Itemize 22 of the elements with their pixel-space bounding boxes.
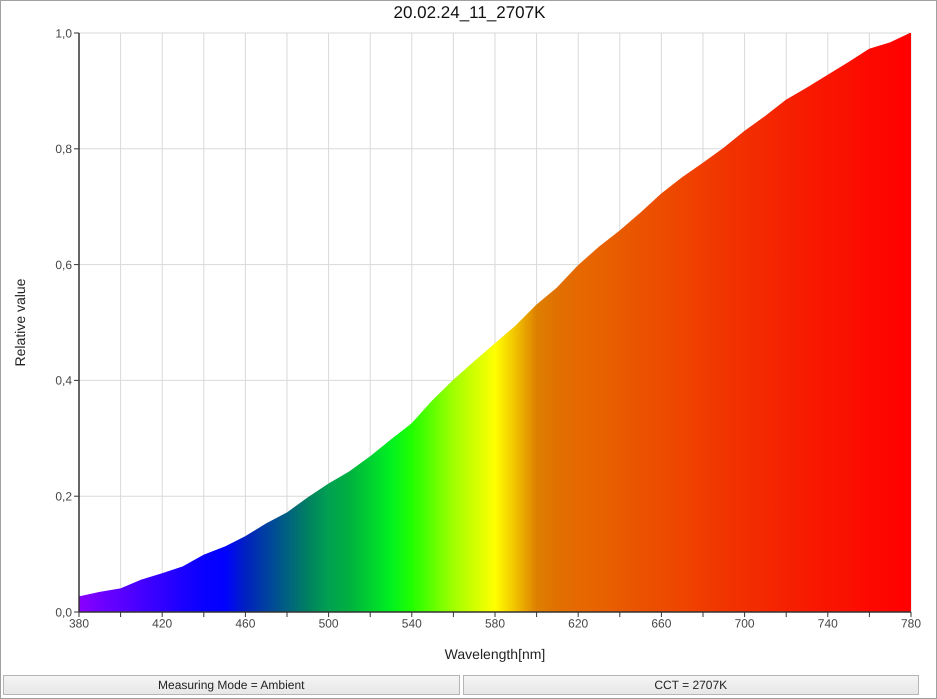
- x-tick-label: 620: [568, 616, 589, 631]
- y-tick-label: 0,6: [55, 258, 72, 272]
- chart-title: 20.02.24_11_2707K: [394, 3, 546, 22]
- y-tick-label: 0,2: [55, 489, 72, 504]
- text: Measuring Mode = Ambient: [158, 678, 304, 692]
- x-tick-label: 660: [651, 616, 672, 631]
- y-axis-title: Relative value: [12, 278, 28, 366]
- x-tick-label: 460: [235, 616, 256, 631]
- x-tick-label: 380: [68, 616, 90, 631]
- y-tick-label: 0,8: [55, 142, 72, 156]
- y-tick-label: 1,0: [55, 26, 72, 40]
- x-tick-label: 740: [818, 616, 838, 631]
- x-tick-label: 580: [484, 616, 506, 631]
- x-axis-title: Wavelength[nm]: [444, 646, 546, 662]
- text: CCT = 2707K: [654, 678, 728, 692]
- x-tick-label: 780: [900, 616, 922, 631]
- y-tick-label: 0,4: [55, 374, 72, 388]
- x-tick-label: 500: [318, 616, 339, 631]
- x-tick-label: 420: [152, 616, 173, 631]
- x-tick-label: 700: [734, 616, 755, 631]
- x-tick-label: 540: [402, 616, 422, 631]
- y-tick-label: 0,0: [55, 605, 72, 620]
